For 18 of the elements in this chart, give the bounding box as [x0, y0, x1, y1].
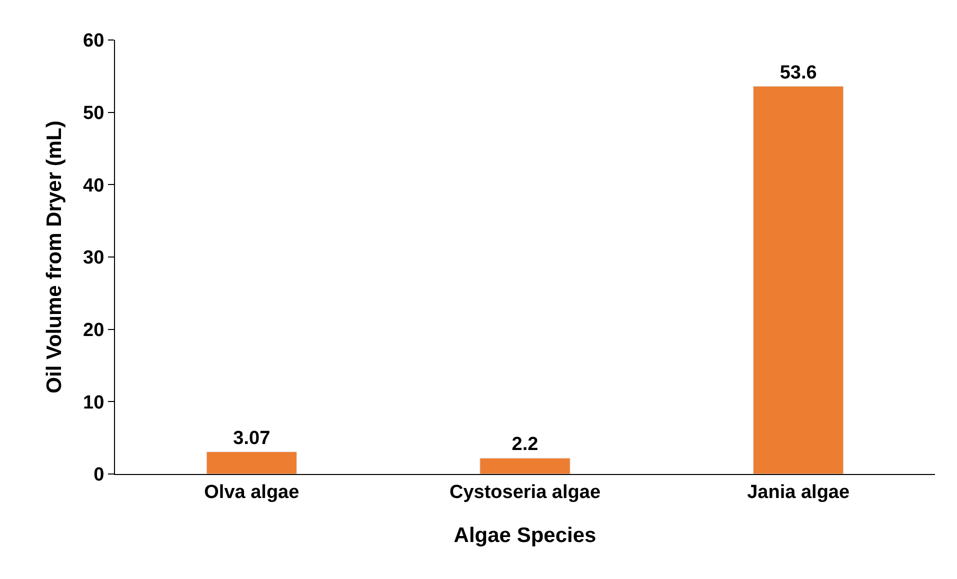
- x-axis-title: Algae Species: [454, 524, 596, 547]
- y-tick-label: 30: [83, 248, 104, 269]
- y-tick-label: 20: [83, 320, 104, 341]
- x-tick-label: Olva algae: [204, 482, 300, 503]
- y-tick-label: 50: [83, 102, 104, 124]
- x-tick-label: Cystoseria algae: [449, 482, 601, 503]
- data-label: 3.07: [233, 428, 270, 449]
- data-label: 53.6: [780, 62, 817, 84]
- y-tick-label: 40: [83, 175, 104, 196]
- data-label: 2.2: [512, 434, 538, 456]
- bar: [206, 452, 298, 474]
- x-tick-label: Jania algae: [747, 482, 850, 503]
- bar: [480, 458, 570, 474]
- y-tick-label: 0: [94, 464, 104, 486]
- y-axis-title: Oil Volume from Dryer (mL): [43, 120, 66, 394]
- y-tick-label: 60: [83, 30, 104, 52]
- bar: [752, 86, 844, 474]
- y-tick-label: 10: [83, 392, 104, 414]
